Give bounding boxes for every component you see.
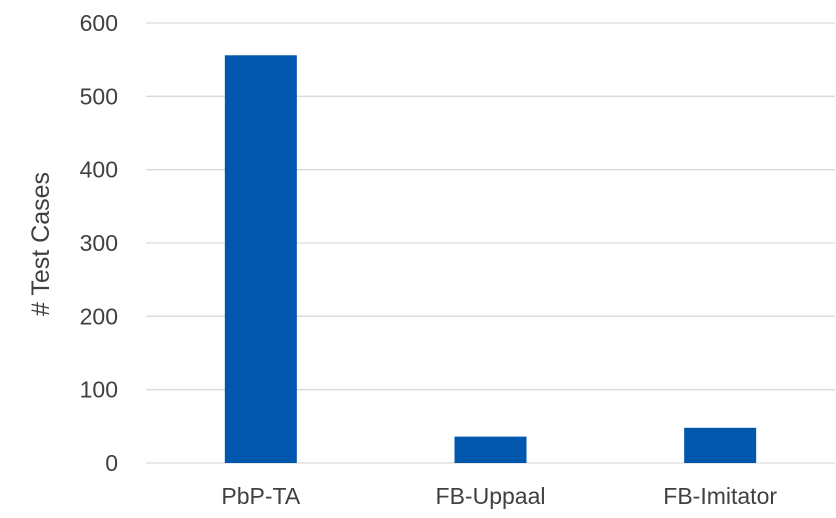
bars bbox=[224, 55, 757, 464]
y-tick-label: 400 bbox=[80, 157, 118, 183]
y-tick-label: 300 bbox=[80, 230, 118, 256]
y-tick-label: 600 bbox=[80, 10, 118, 36]
y-tick-label: 0 bbox=[105, 450, 118, 476]
y-tick-label: 200 bbox=[80, 303, 118, 329]
y-tick-label: 500 bbox=[80, 83, 118, 109]
y-tick-labels: 0 100 200 300 400 500 600 bbox=[80, 10, 118, 476]
x-category-label: PbP-TA bbox=[221, 483, 300, 509]
bar-pbp-ta bbox=[224, 55, 297, 464]
x-category-label: FB-Imitator bbox=[663, 483, 777, 509]
y-axis-title: # Test Cases bbox=[27, 172, 55, 316]
x-category-labels: PbP-TA FB-Uppaal FB-Imitator bbox=[221, 483, 777, 509]
y-tick-label: 100 bbox=[80, 377, 118, 403]
bar-fb-imitator bbox=[684, 427, 757, 463]
bar-fb-uppaal bbox=[454, 436, 527, 463]
x-category-label: FB-Uppaal bbox=[436, 483, 546, 509]
